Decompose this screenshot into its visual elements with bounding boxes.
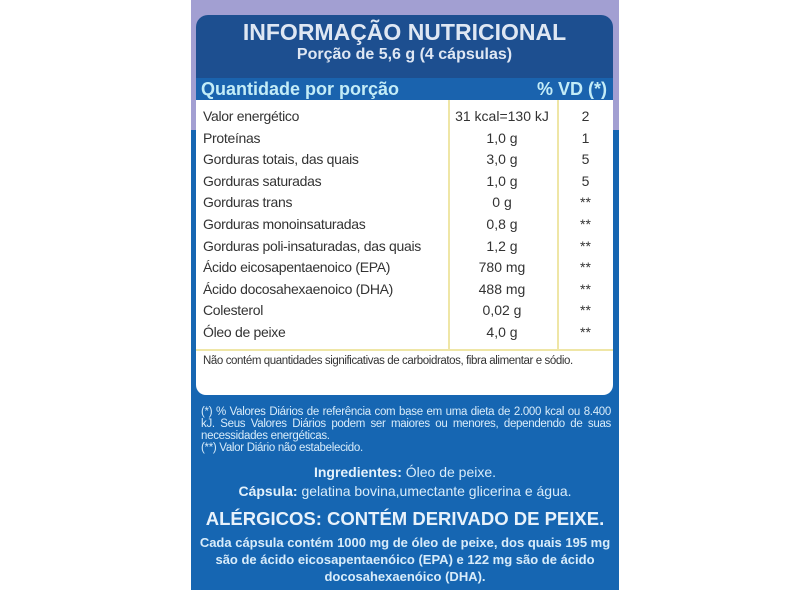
nutrient-amount: 4,0 g <box>486 324 518 340</box>
nutrient-row: Ácido docosahexaenoico (DHA) 488 mg ** <box>196 279 613 300</box>
ingredients-label: Ingredientes: <box>313 464 402 480</box>
nutrient-name: Ácido docosahexaenoico (DHA) <box>203 280 394 297</box>
nutrient-name: Gorduras totais, das quais <box>203 151 359 168</box>
nutrient-row: Gorduras monoinsaturadas 0,8 g ** <box>196 214 613 235</box>
quantity-header: Quantidade por porção <box>201 79 400 99</box>
nutrient-name: Colesterol <box>203 302 264 319</box>
table-note: Não contém quantidades significativas de… <box>203 355 573 367</box>
nutrient-amount: 1,2 g <box>486 237 518 254</box>
nutrient-row: Gorduras trans 0 g ** <box>196 192 613 213</box>
nutrient-row: Valor energético 31 kcal=130 kJ 2 <box>196 106 613 127</box>
nutrient-name: Gorduras trans <box>203 194 293 211</box>
nutrient-name: Proteínas <box>203 129 261 146</box>
nutrient-vd: 5 <box>581 172 590 189</box>
nutrient-row: Óleo de peixe 4,0 g ** <box>196 322 613 343</box>
nutrient-vd: ** <box>580 216 591 232</box>
nutrient-name: Gorduras saturadas <box>203 172 322 189</box>
nutrient-name: Valor energético <box>203 108 300 124</box>
nutrient-vd: ** <box>580 237 591 254</box>
nutrient-amount: 0 g <box>492 194 512 211</box>
composition-text: Cada cápsula contém 1000 mg de óleo de p… <box>199 535 611 584</box>
nutrient-vd: ** <box>580 280 591 297</box>
nutrient-amount: 1,0 g <box>486 129 518 146</box>
nutrient-name: Gorduras poli-insaturadas, das quais <box>203 237 421 254</box>
nutrient-row: Colesterol 0,02 g ** <box>196 300 613 321</box>
label-header: INFORMAÇÃO NUTRICIONAL Porção de 5,6 g (… <box>196 15 613 100</box>
nutrient-vd: ** <box>580 259 591 276</box>
capsule-ingredients: Cápsula: gelatina bovina,umectante glice… <box>191 483 619 499</box>
column-header-row: Quantidade por porção % VD (*) <box>196 78 613 100</box>
nutrient-row: Ácido eicosapentaenoico (EPA) 780 mg ** <box>196 257 613 278</box>
nutrient-row: Proteínas 1,0 g 1 <box>196 128 613 149</box>
nutrient-name: Ácido eicosapentaenoico (EPA) <box>203 259 391 276</box>
nutrient-amount: 780 mg <box>478 259 526 276</box>
row-divider <box>196 349 613 351</box>
ingredients: Ingredientes: Óleo de peixe. <box>191 464 619 480</box>
nutrient-vd: 1 <box>581 129 590 146</box>
nutrient-vd: 5 <box>581 151 590 168</box>
capsule-value: gelatina bovina,umectante glicerina e ág… <box>301 483 572 499</box>
nutrient-vd: ** <box>580 324 591 340</box>
nutrition-table: Valor energético 31 kcal=130 kJ 2 Proteínas… <box>196 100 613 395</box>
nutrient-amount: 488 mg <box>478 280 526 297</box>
nutrient-amount: 0,02 g <box>482 302 522 319</box>
nutrient-amount: 0,8 g <box>486 216 518 232</box>
allergen-warning: ALÉRGICOS: CONTÉM DERIVADO DE PEIXE. <box>205 508 605 529</box>
serving-size: Porção de 5,6 g (4 cápsulas) <box>296 46 513 63</box>
nutrient-row: Gorduras saturadas 1,0 g 5 <box>196 171 613 192</box>
nutrient-amount: 31 kcal=130 kJ <box>455 108 549 124</box>
nutrient-name: Gorduras monoinsaturadas <box>203 216 366 232</box>
nutrient-row: Gorduras poli-insaturadas, das quais 1,2 … <box>196 236 613 257</box>
nutrient-row: Gorduras totais, das quais 3,0 g 5 <box>196 149 613 170</box>
nutrient-vd: ** <box>580 194 591 211</box>
nutrient-name: Óleo de peixe <box>203 324 286 340</box>
nutrient-amount: 1,0 g <box>486 172 518 189</box>
label-title: INFORMAÇÃO NUTRICIONAL <box>242 19 567 45</box>
capsule-label: Cápsula: <box>238 483 298 499</box>
nutrient-vd: 2 <box>581 108 590 124</box>
nutrient-amount: 3,0 g <box>486 151 518 168</box>
column-divider <box>448 100 450 349</box>
footnotes: (*) % Valores Diários de referência com … <box>201 406 611 454</box>
nutrient-vd: ** <box>580 302 591 319</box>
vd-header: % VD (*) <box>536 79 607 99</box>
not-established-footnote: (**) Valor Diário não estabelecido. <box>201 442 363 454</box>
vd-footnote: (*) % Valores Diários de referência com … <box>201 406 611 442</box>
ingredients-value: Óleo de peixe. <box>405 464 497 480</box>
nutrition-label: INFORMAÇÃO NUTRICIONAL Porção de 5,6 g (… <box>191 0 619 590</box>
column-divider <box>557 100 559 349</box>
